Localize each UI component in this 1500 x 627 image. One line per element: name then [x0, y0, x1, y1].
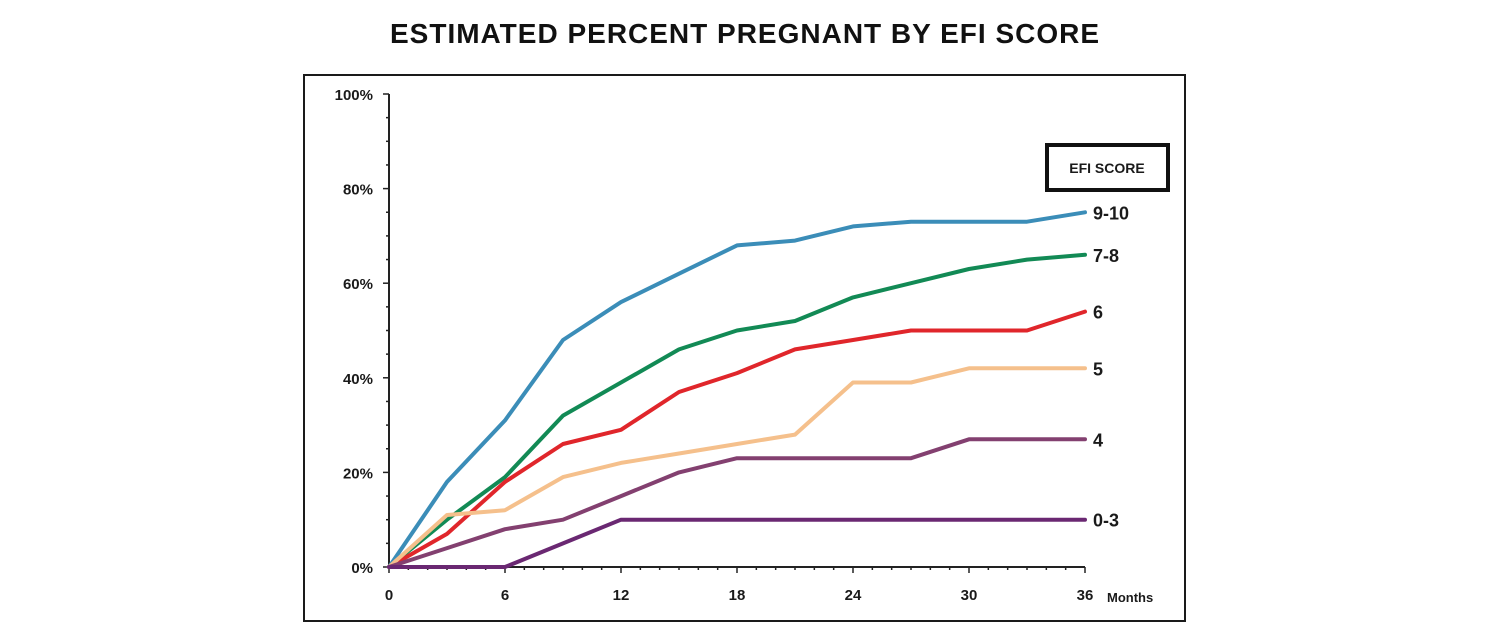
series-line-0-3 [387, 517, 1087, 569]
series-line-5 [387, 366, 1087, 569]
y-tick-label: 40% [343, 371, 373, 388]
chart-title: ESTIMATED PERCENT PREGNANT BY EFI SCORE [389, 18, 1101, 49]
y-tick-label: 80% [343, 182, 373, 199]
legend-box [1045, 143, 1170, 192]
series-lines [387, 210, 1087, 569]
x-tick-label: 30 [961, 587, 978, 604]
series-line-9-10 [387, 210, 1087, 569]
y-tick-label: 100% [335, 87, 373, 104]
legend: EFI SCORE [1045, 143, 1170, 192]
series-label-6: 6 [1093, 303, 1103, 323]
x-tick-label: 24 [845, 587, 862, 604]
chart-frame [303, 74, 1186, 622]
series-line-7-8 [387, 252, 1087, 569]
series-label-5: 5 [1093, 359, 1103, 379]
series-line-4 [387, 437, 1087, 569]
y-tick-label: 20% [343, 465, 373, 482]
axes: 0% 20% 40% 60% 80% 100% 0 6 12 18 24 30 36 Months [335, 87, 1154, 605]
series-label-4: 4 [1093, 430, 1103, 450]
series-label-0-3: 0-3 [1093, 511, 1119, 531]
y-tick-label: 60% [343, 276, 373, 293]
x-axis-label: Months [1107, 590, 1153, 605]
x-tick-label: 18 [729, 587, 746, 604]
x-tick-label: 36 [1077, 587, 1094, 604]
x-tick-label: 0 [385, 587, 393, 604]
series-labels: 9-10 7-8 6 5 4 0-3 [1093, 203, 1129, 530]
legend-title: EFI SCORE [1069, 160, 1144, 176]
x-tick-label: 12 [613, 587, 630, 604]
series-label-9-10: 9-10 [1093, 203, 1129, 223]
x-tick-label: 6 [501, 587, 509, 604]
series-line-6 [387, 309, 1087, 569]
y-tick-label: 0% [351, 560, 373, 577]
series-label-7-8: 7-8 [1093, 246, 1119, 266]
